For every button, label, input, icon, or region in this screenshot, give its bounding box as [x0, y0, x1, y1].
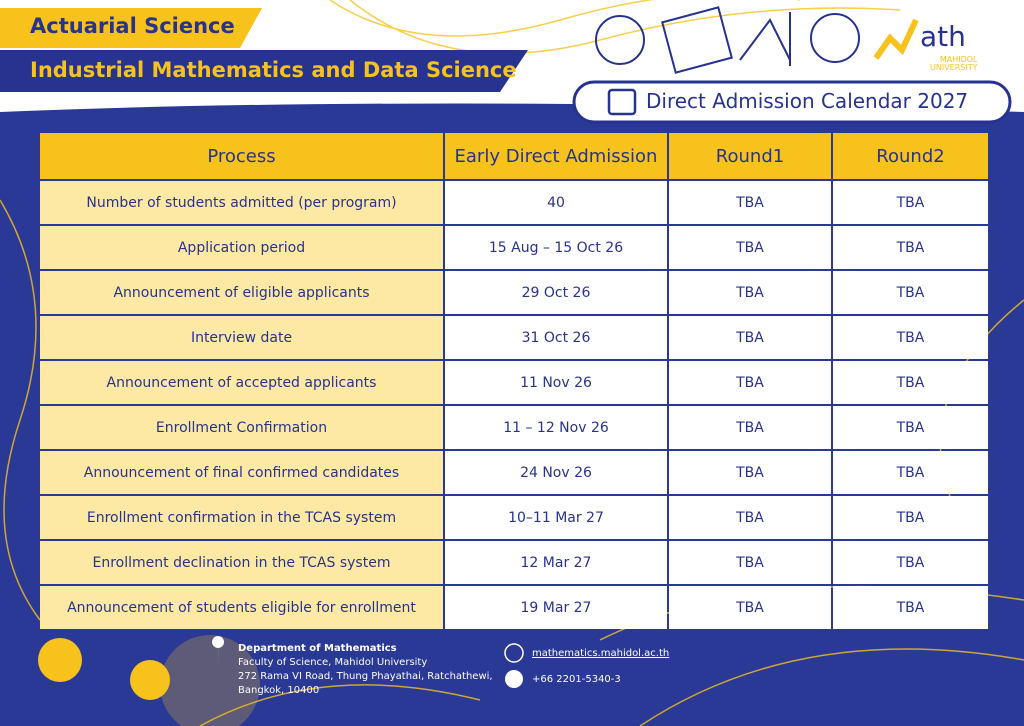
table-cell: TBA — [669, 181, 831, 224]
table-cell: 11 Nov 26 — [445, 361, 667, 404]
table-cell: TBA — [833, 496, 988, 539]
table-cell: TBA — [833, 406, 988, 449]
tag-primary: Actuarial Science — [30, 14, 235, 38]
column-header: Process — [40, 133, 443, 179]
address-line: Bangkok, 10400 — [238, 685, 320, 696]
column-header: Round2 — [833, 133, 988, 179]
column-header: Round1 — [669, 133, 831, 179]
table-row: Announcement of students eligible for en… — [40, 586, 988, 629]
tag-secondary: Industrial Mathematics and Data Science — [30, 58, 517, 82]
header-row: Process Early Direct Admission Round1 Round… — [40, 133, 988, 179]
table-cell: TBA — [669, 406, 831, 449]
phone: +66 2201-5340-3 — [532, 674, 621, 685]
table-row: Interview date 31 Oct 26 TBA TBA — [40, 316, 988, 359]
table-cell: 19 Mar 27 — [445, 586, 667, 629]
table-row: Announcement of final confirmed candidat… — [40, 451, 988, 494]
table-cell: TBA — [669, 496, 831, 539]
table-cell: TBA — [669, 586, 831, 629]
table-row: Enrollment confirmation in the TCAS syst… — [40, 496, 988, 539]
logo-sub: MAHIDOL UNIVERSITY — [930, 56, 978, 72]
table-cell: 12 Mar 27 — [445, 541, 667, 584]
table-cell: Announcement of eligible applicants — [40, 271, 443, 314]
logo-sub-1: MAHIDOL — [939, 55, 978, 64]
table-cell: 15 Aug – 15 Oct 26 — [445, 226, 667, 269]
table-row: Enrollment Confirmation 11 – 12 Nov 26 TBA… — [40, 406, 988, 449]
table-cell: Announcement of students eligible for en… — [40, 586, 443, 629]
table-cell: Number of students admitted (per program… — [40, 181, 443, 224]
table-cell: Announcement of accepted applicants — [40, 361, 443, 404]
table-cell: Announcement of final confirmed candidat… — [40, 451, 443, 494]
table-cell: TBA — [833, 361, 988, 404]
table-cell: Enrollment Confirmation — [40, 406, 443, 449]
table-cell: TBA — [669, 271, 831, 314]
table-row: Enrollment declination in the TCAS syste… — [40, 541, 988, 584]
logo-sub-2: UNIVERSITY — [930, 63, 978, 72]
table-cell: TBA — [833, 586, 988, 629]
table-cell: Interview date — [40, 316, 443, 359]
address: Faculty of Science, Mahidol University 27… — [238, 656, 493, 698]
table-cell: Enrollment declination in the TCAS syste… — [40, 541, 443, 584]
table-cell: Application period — [40, 226, 443, 269]
admission-table: Process Early Direct Admission Round1 Round… — [38, 131, 990, 631]
table-cell: 31 Oct 26 — [445, 316, 667, 359]
table-cell: TBA — [833, 271, 988, 314]
table-cell: TBA — [669, 226, 831, 269]
address-line: Faculty of Science, Mahidol University — [238, 657, 428, 668]
table-cell: TBA — [833, 316, 988, 359]
table-row: Announcement of eligible applicants 29 Oc… — [40, 271, 988, 314]
website[interactable]: mathematics.mahidol.ac.th — [532, 648, 670, 659]
logo-text: ath — [920, 20, 966, 53]
address-block: Department of Mathematics Faculty of Sci… — [238, 642, 493, 698]
table-cell: 40 — [445, 181, 667, 224]
table-row: Number of students admitted (per program… — [40, 181, 988, 224]
table-cell: TBA — [669, 541, 831, 584]
table-cell: TBA — [669, 451, 831, 494]
table-row: Announcement of accepted applicants 11 No… — [40, 361, 988, 404]
table-cell: 10–11 Mar 27 — [445, 496, 667, 539]
table-cell: TBA — [669, 316, 831, 359]
table-body: Number of students admitted (per program… — [40, 181, 988, 629]
column-header: Early Direct Admission — [445, 133, 667, 179]
table-cell: 29 Oct 26 — [445, 271, 667, 314]
address-line: 272 Rama VI Road, Thung Phayathai, Ratch… — [238, 671, 493, 682]
table-cell: Enrollment confirmation in the TCAS syst… — [40, 496, 443, 539]
table-cell: TBA — [833, 181, 988, 224]
department: Department of Mathematics — [238, 643, 397, 654]
table-cell: TBA — [833, 451, 988, 494]
table-cell: 11 – 12 Nov 26 — [445, 406, 667, 449]
calendar-title: Direct Admission Calendar 2027 — [646, 89, 969, 113]
table-row: Application period 15 Aug – 15 Oct 26 TBA T… — [40, 226, 988, 269]
table-cell: TBA — [833, 226, 988, 269]
table-cell: 24 Nov 26 — [445, 451, 667, 494]
table-cell: TBA — [833, 541, 988, 584]
table-cell: TBA — [669, 361, 831, 404]
